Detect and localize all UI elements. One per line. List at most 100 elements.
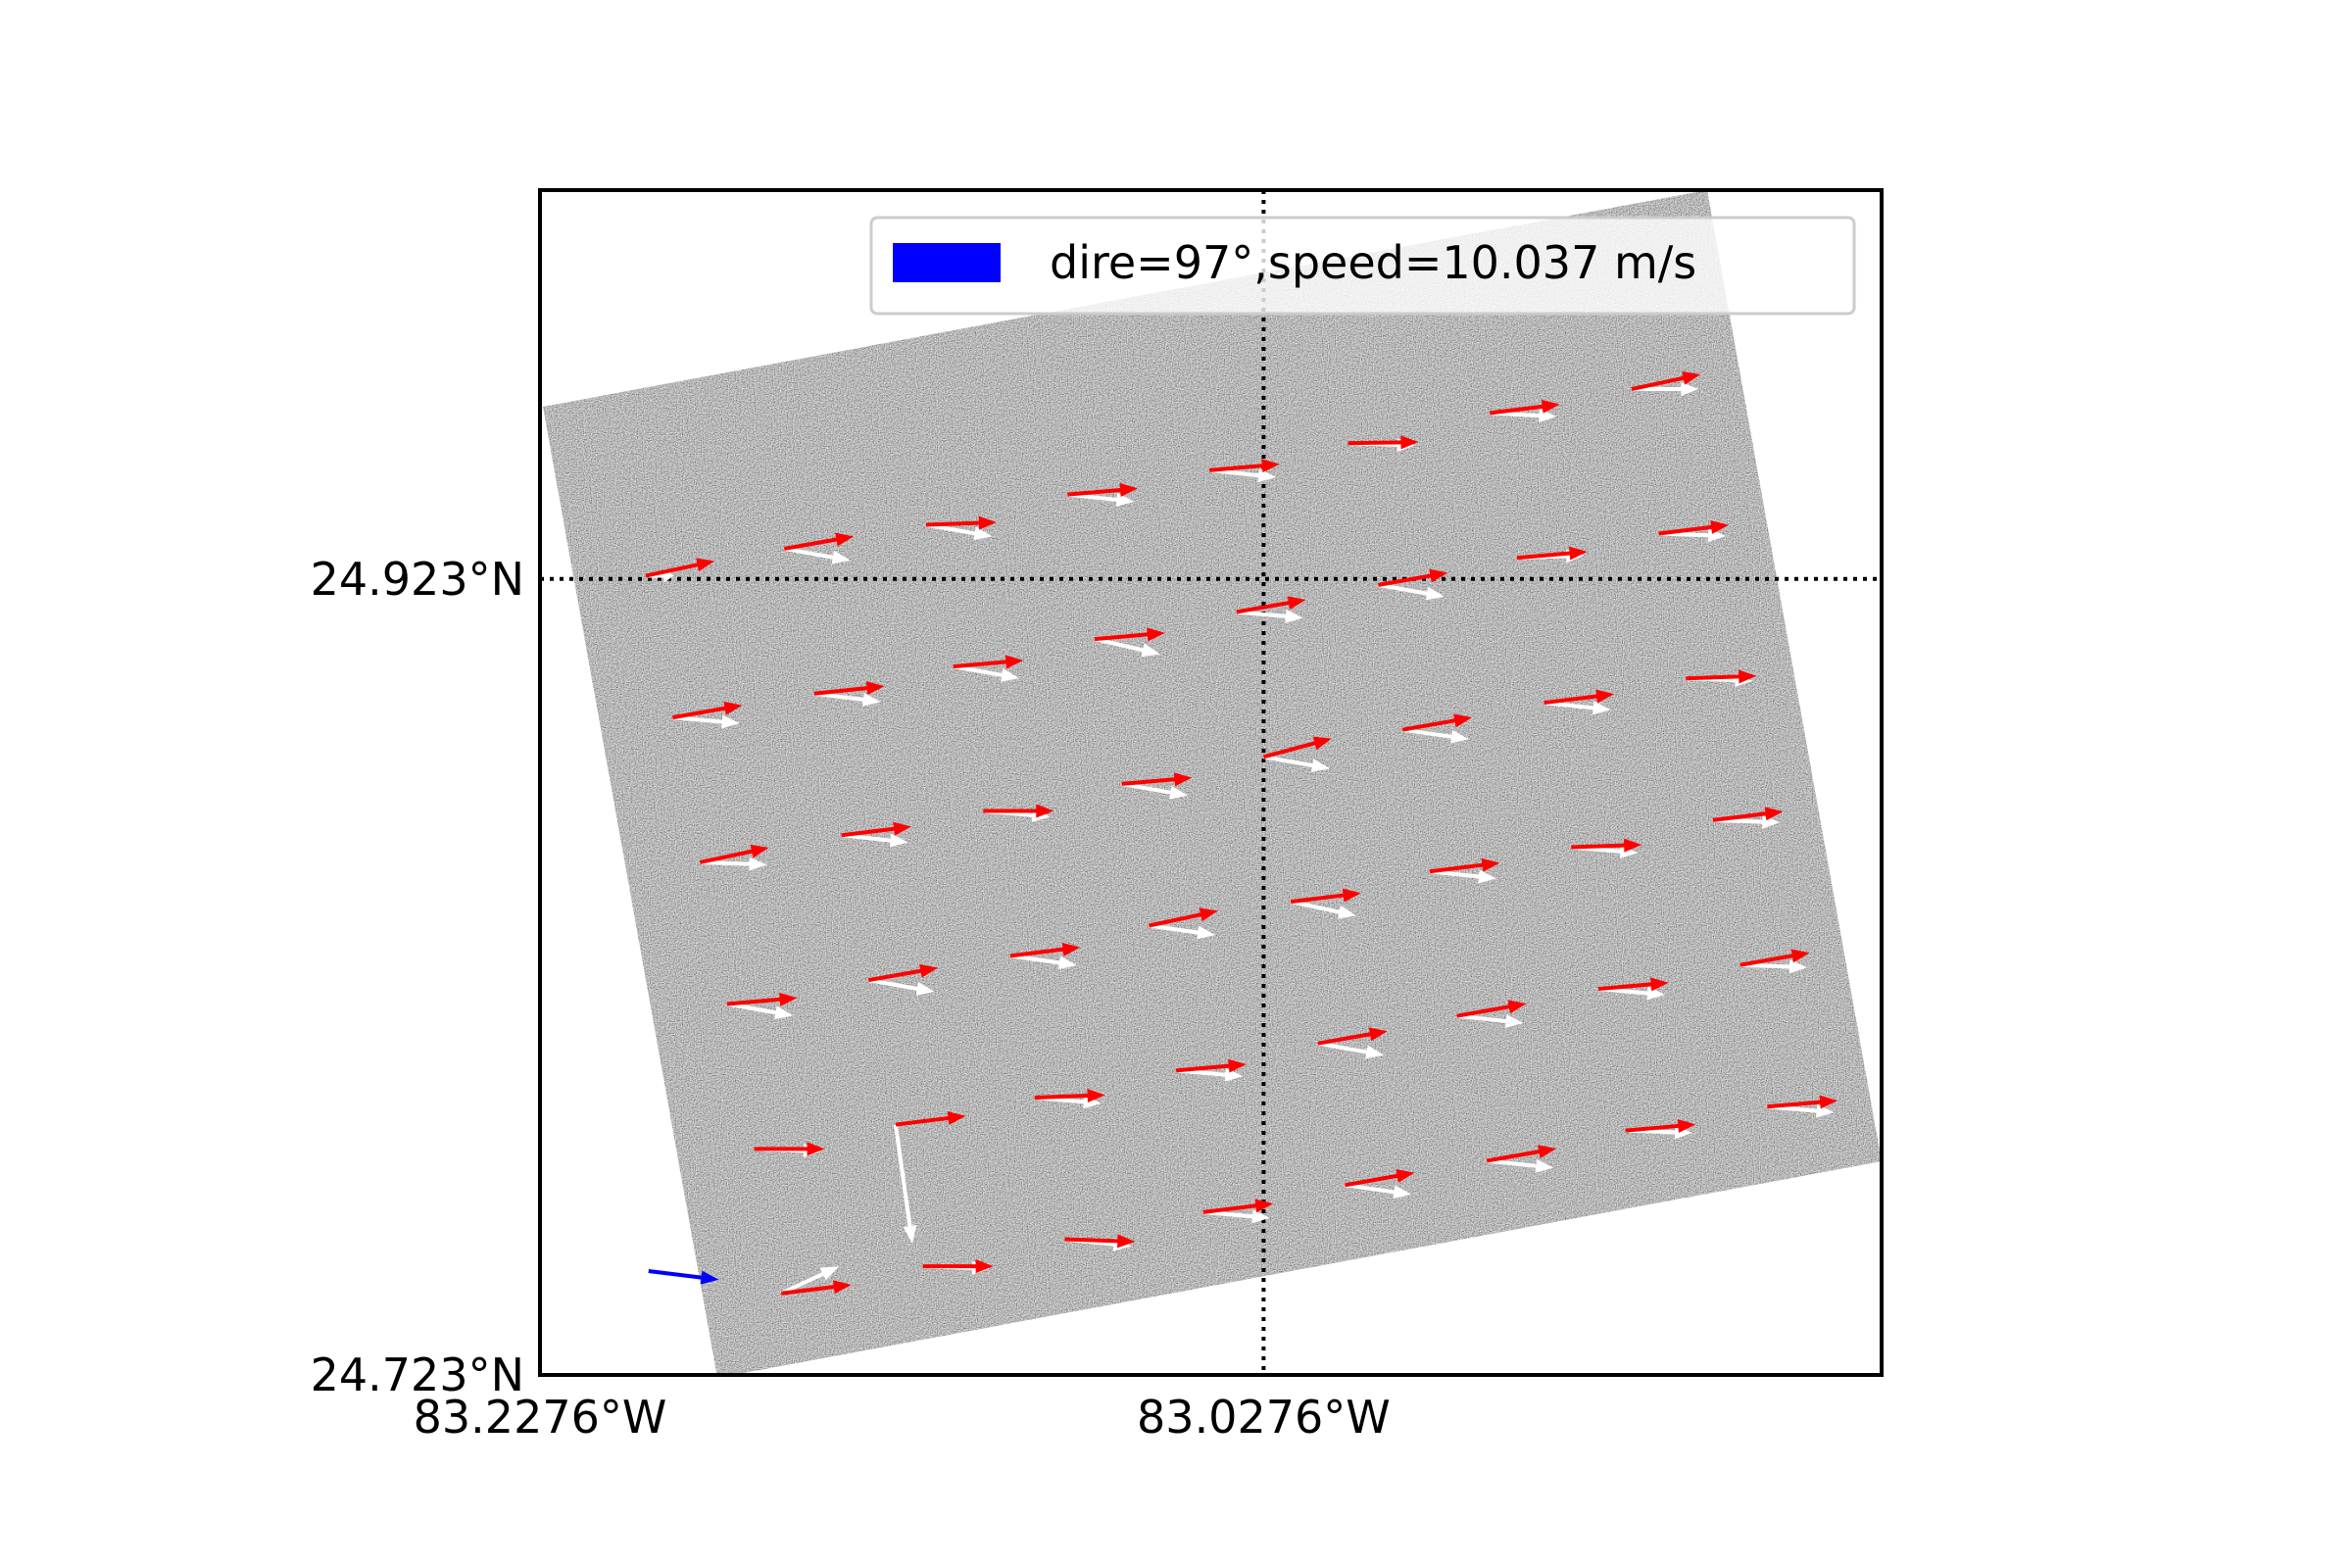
wind-arrow bbox=[841, 833, 908, 848]
wind-arrow bbox=[1712, 814, 1781, 829]
wind-arrow bbox=[1686, 669, 1757, 684]
wind-arrow bbox=[895, 1111, 966, 1127]
wind-arrow bbox=[813, 691, 881, 707]
wind-arrow bbox=[1516, 546, 1588, 561]
wind-arrow bbox=[1064, 1234, 1136, 1249]
wind-arrow bbox=[1263, 755, 1330, 772]
wind-arrow bbox=[1631, 382, 1699, 397]
wind-arrow bbox=[1094, 627, 1165, 642]
wind-arrow bbox=[699, 844, 769, 864]
wind-arrow bbox=[726, 992, 798, 1006]
wind-arrow bbox=[867, 978, 935, 996]
wind-arrow bbox=[1767, 1103, 1835, 1118]
wind-arrow bbox=[813, 681, 885, 696]
wind-arrow bbox=[1175, 1058, 1247, 1073]
x-tick-label: 83.2276°W bbox=[414, 1391, 667, 1444]
wind-arrow bbox=[1631, 370, 1701, 392]
wind-arrow bbox=[1429, 858, 1500, 874]
legend-swatch bbox=[893, 243, 1001, 282]
wind-arrow bbox=[1034, 1089, 1105, 1103]
wind-arrow bbox=[1202, 1199, 1274, 1214]
wind-arrow bbox=[1317, 1041, 1385, 1059]
legend-label: dire=97°,speed=10.037 m/s bbox=[1050, 236, 1696, 289]
wind-arrow bbox=[1290, 900, 1356, 919]
wind-arrow bbox=[648, 1269, 719, 1285]
y-tick-label: 24.923°N bbox=[311, 553, 524, 606]
wind-arrow bbox=[781, 1280, 852, 1296]
x-tick-label: 83.0276°W bbox=[1137, 1391, 1391, 1444]
wind-arrow bbox=[953, 655, 1024, 669]
wind-arrow bbox=[1658, 528, 1726, 543]
wind-arrow bbox=[1658, 519, 1730, 536]
wind-arrow bbox=[1348, 435, 1419, 450]
plot-frame bbox=[538, 188, 1884, 1377]
wind-arrow bbox=[925, 522, 993, 541]
wind-arrow bbox=[841, 821, 912, 838]
wind-arrow bbox=[1597, 986, 1666, 1001]
wind-arrow bbox=[1767, 1095, 1838, 1109]
wind-arrow bbox=[1486, 1145, 1557, 1163]
wind-arrow bbox=[922, 1259, 994, 1274]
wind-arrow bbox=[672, 714, 740, 729]
legend: dire=97°,speed=10.037 m/s bbox=[869, 216, 1856, 316]
wind-arrow bbox=[1262, 736, 1332, 760]
wind-arrow bbox=[983, 804, 1054, 818]
wind-arrow bbox=[1067, 492, 1135, 507]
wind-arrow bbox=[1202, 1209, 1270, 1224]
wind-arrow bbox=[754, 1142, 825, 1156]
wind-arrow bbox=[1486, 1158, 1554, 1173]
wind-arrow bbox=[1625, 1118, 1696, 1133]
wind-arrow bbox=[925, 515, 997, 530]
wind-arrow bbox=[1009, 954, 1077, 970]
wind-arrow bbox=[1740, 959, 1808, 974]
wind-arrow bbox=[1208, 459, 1280, 473]
wind-arrow bbox=[1456, 1000, 1527, 1018]
wind-arrow bbox=[893, 1124, 917, 1244]
wind-arrow bbox=[1429, 869, 1496, 884]
wind-arrow bbox=[1175, 1067, 1244, 1082]
wind-arrow bbox=[1712, 807, 1784, 822]
wind-arrow bbox=[1625, 1125, 1692, 1140]
wind-arrow bbox=[1597, 977, 1669, 992]
wind-arrow bbox=[1401, 727, 1469, 744]
wind-arrow bbox=[1489, 399, 1560, 416]
wind-arrow bbox=[867, 963, 939, 983]
wind-arrow bbox=[1009, 942, 1081, 958]
wind-arrow bbox=[1208, 467, 1277, 483]
wind-arrow bbox=[1094, 637, 1160, 658]
wind-arrow bbox=[1317, 1027, 1388, 1046]
y-tick-label: 24.723°N bbox=[311, 1348, 524, 1401]
wind-arrow bbox=[1378, 582, 1445, 601]
wind-arrow bbox=[1236, 596, 1306, 614]
wind-arrow bbox=[783, 532, 855, 551]
ticks: 83.2276°W 83.0276°W 24.723°N 24.923°N bbox=[311, 553, 1391, 1444]
wind-arrow bbox=[1544, 689, 1614, 706]
wind-arrow bbox=[1345, 1183, 1412, 1200]
wind-arrow bbox=[1571, 838, 1642, 853]
quiver bbox=[645, 370, 1838, 1296]
wind-arrow bbox=[1290, 888, 1361, 905]
wind-arrow bbox=[1456, 1013, 1524, 1028]
wind-arrow bbox=[1236, 609, 1303, 623]
wind-arrow bbox=[1544, 701, 1611, 715]
wind-arrow bbox=[1121, 772, 1193, 787]
wind-arrow bbox=[645, 558, 715, 578]
wind-arrow bbox=[1121, 781, 1189, 800]
wind-arrow bbox=[700, 857, 767, 871]
legend-box bbox=[869, 216, 1856, 316]
wind-arrow bbox=[1345, 1169, 1415, 1188]
wind-arrow bbox=[1740, 949, 1810, 967]
wind-arrow bbox=[1148, 907, 1218, 928]
wind-arrow bbox=[672, 701, 743, 720]
sar-image bbox=[543, 190, 1882, 1375]
image-footprint bbox=[543, 190, 1882, 1375]
wind-arrow bbox=[726, 1002, 794, 1020]
wind-arrow bbox=[1401, 713, 1473, 732]
wind-arrow bbox=[780, 1266, 839, 1296]
wind-arrow bbox=[953, 664, 1019, 682]
wind-arrow bbox=[1149, 923, 1216, 940]
wind-arrow bbox=[1378, 568, 1448, 587]
wind-arrow bbox=[783, 546, 851, 564]
wind-arrow bbox=[1067, 482, 1139, 497]
